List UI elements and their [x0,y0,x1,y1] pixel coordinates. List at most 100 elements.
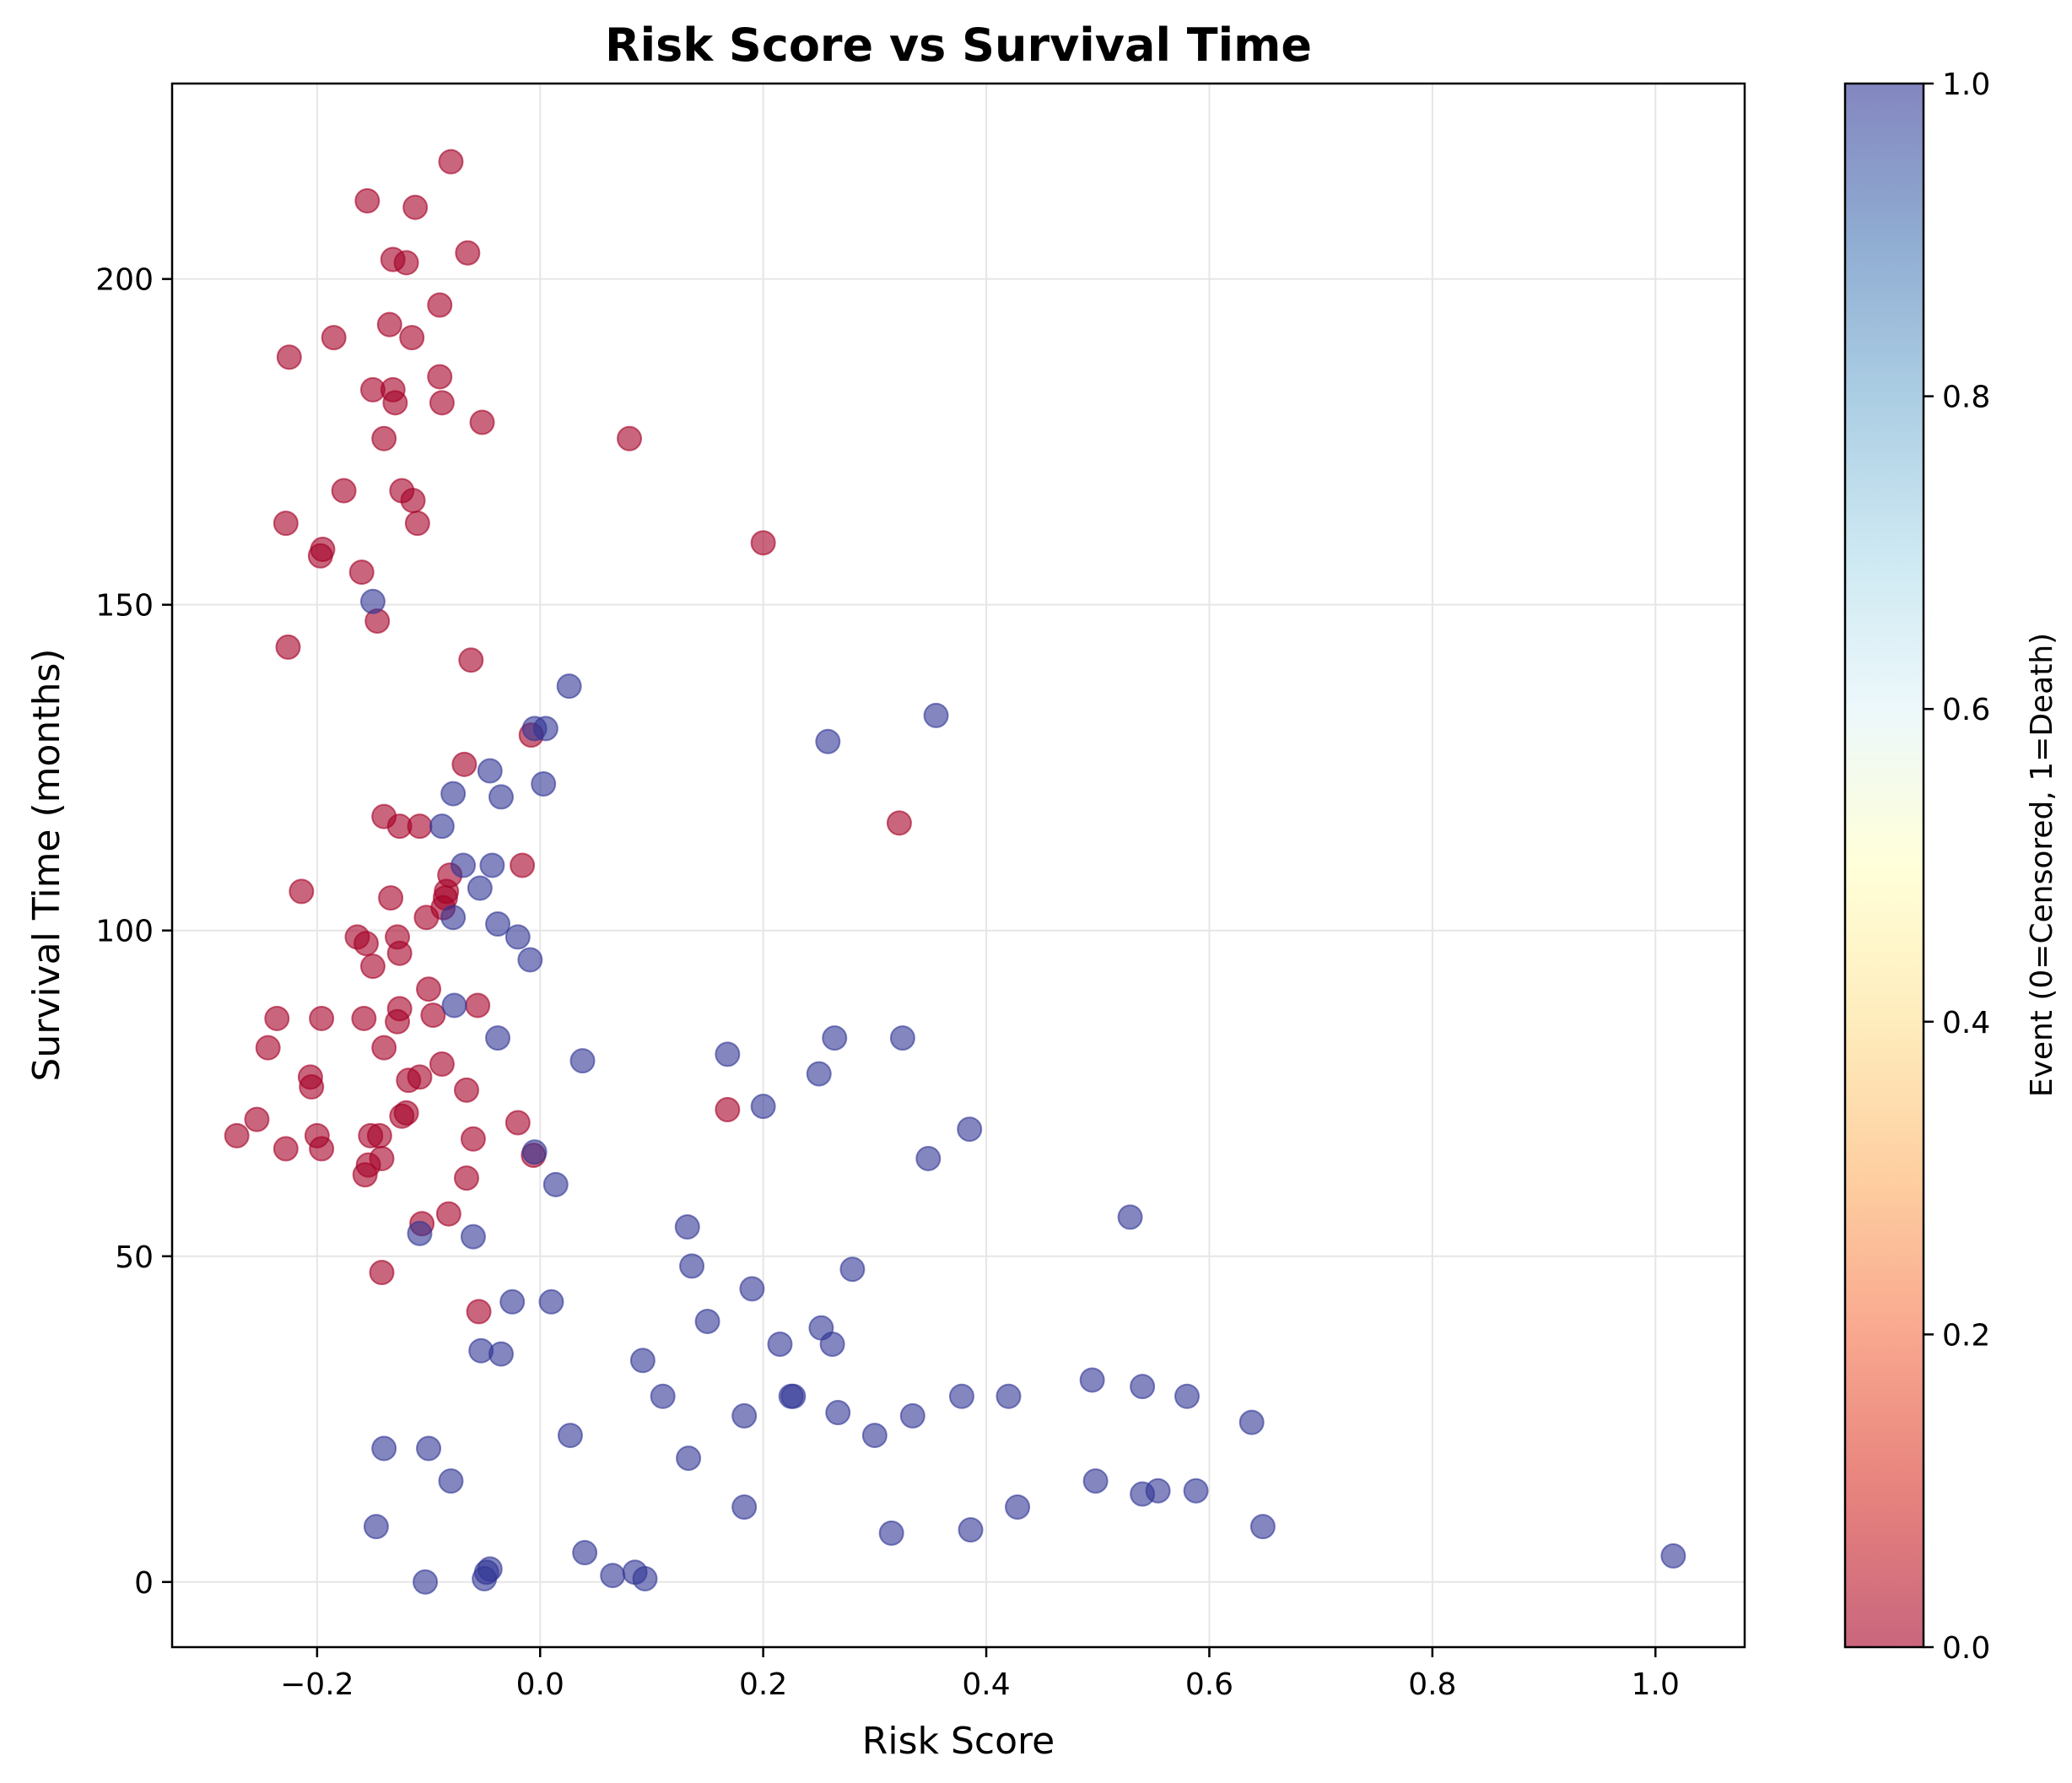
data-point-death [460,1224,486,1250]
x-tick-label: 0.2 [739,1667,787,1702]
data-point-censored [224,1122,250,1148]
data-point-death [632,1565,658,1591]
data-point-death [600,1563,626,1589]
data-point-censored [309,1005,335,1031]
data-point-censored [244,1106,270,1132]
colorbar-ticks: 0.0 0.2 0.4 0.6 0.8 1.0 [1924,68,1990,1666]
data-point-censored [750,530,776,556]
x-axis: −0.2 0.0 0.2 0.4 0.6 0.8 1.0 [280,1647,1680,1702]
x-tick-label: 1.0 [1632,1667,1680,1702]
data-point-death [815,728,841,754]
data-point-censored [396,1067,422,1094]
data-point-censored [886,810,912,836]
colorbar-tick-label: 0.2 [1942,1318,1990,1353]
data-point-censored [451,751,478,777]
x-tick-label: 0.0 [516,1667,564,1702]
data-point-censored [454,1165,480,1191]
data-point-censored [366,1122,392,1148]
y-tick-label: 200 [95,263,154,298]
data-point-death [477,758,503,784]
data-point-death [499,1289,526,1315]
data-point-death [915,1145,942,1171]
data-point-censored [420,1002,446,1029]
data-point-death [825,1400,851,1426]
colorbar: 0.0 0.2 0.4 0.6 0.8 1.0 Event (0=Censored, 1=… [1843,68,2059,1666]
data-point-death [532,716,558,742]
data-point-death [505,924,531,950]
data-point-death [1145,1478,1171,1504]
data-point-death [767,1331,793,1357]
data-point-censored [371,1035,397,1061]
data-point-censored [438,149,464,175]
data-point-death [1174,1383,1201,1409]
data-point-censored [404,511,430,537]
x-axis-label: Risk Score [862,1720,1055,1763]
data-point-censored [331,478,357,504]
data-point-death [899,1402,925,1429]
data-point-death [472,1565,498,1591]
data-point-death [694,1308,720,1334]
data-point-censored [393,250,419,276]
x-tick-label: 0.4 [962,1667,1010,1702]
data-point-death [819,1331,845,1357]
data-point-death [958,1517,984,1543]
chart-title: Risk Score vs Survival Time [605,19,1312,72]
data-point-censored [386,940,413,966]
data-point-death [861,1423,888,1449]
data-point-death [467,875,493,901]
data-point-censored [299,1074,325,1100]
data-point-death [416,1435,442,1462]
data-point-death [1130,1374,1156,1400]
data-point-death [407,1220,433,1246]
data-point-death [1238,1409,1265,1435]
data-point-censored [275,634,301,660]
data-point-censored [264,1005,290,1031]
data-point-death [957,1116,983,1143]
data-point-death [822,1025,848,1051]
data-point-death [485,910,511,937]
data-point-censored [272,1136,299,1162]
colorbar-gradient [1845,84,1924,1647]
data-point-death [948,1383,974,1409]
data-point-death [517,947,543,973]
data-point-death [485,1025,511,1051]
colorbar-tick-label: 0.8 [1942,381,1990,415]
data-point-death [488,1341,514,1367]
colorbar-tick-label: 0.0 [1942,1631,1990,1666]
data-point-censored [465,992,491,1018]
data-point-death [440,905,467,931]
data-point-death [1117,1204,1143,1230]
data-point-death [488,784,514,810]
data-point-censored [309,1136,335,1162]
data-point-death [731,1402,758,1429]
data-point-death [676,1445,702,1472]
x-tick-label: 0.8 [1408,1667,1456,1702]
data-point-death [572,1540,598,1566]
data-point-death [878,1520,904,1546]
data-point-death [889,1025,915,1051]
data-point-death [780,1383,807,1409]
data-point-death [440,781,467,807]
data-point-censored [321,325,347,351]
x-tick-label: 0.6 [1185,1667,1233,1702]
data-point-death [1183,1478,1209,1504]
data-point-death [1005,1494,1031,1521]
data-point-death [479,852,505,878]
data-point-censored [469,409,495,435]
data-point-censored [460,1126,486,1152]
data-point-death [531,770,557,797]
data-point-censored [382,390,408,416]
data-point-censored [458,647,484,673]
y-tick-label: 150 [95,589,154,624]
data-point-censored [454,1077,480,1103]
data-point-death [542,1171,569,1197]
data-point-death [750,1094,776,1120]
data-point-censored [416,976,442,1002]
data-point-death [1082,1468,1109,1494]
data-point-censored [505,1110,531,1136]
colorbar-tick-label: 1.0 [1942,68,1990,102]
data-point-censored [359,954,386,980]
data-point-censored [369,1260,395,1286]
